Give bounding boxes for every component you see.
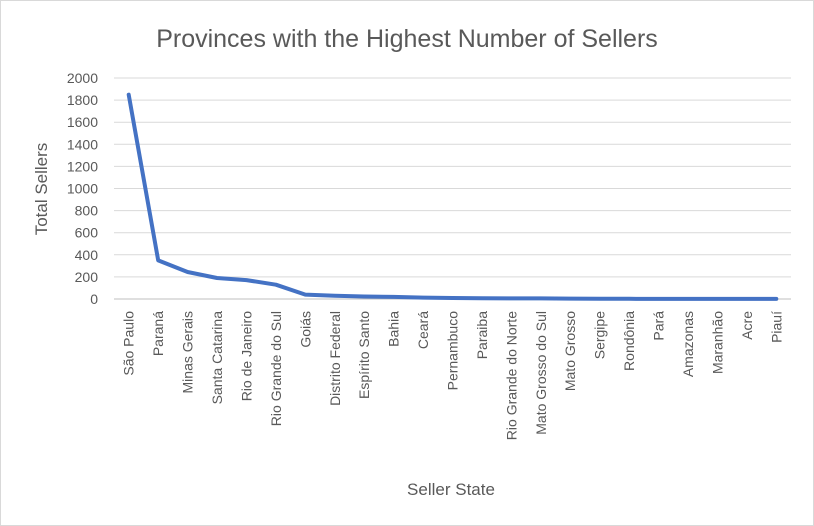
x-tick-label: Maranhão xyxy=(709,311,725,374)
series-layer xyxy=(126,92,779,301)
y-tick-label: 1800 xyxy=(67,92,98,108)
x-tick-label: Espírito Santo xyxy=(356,311,372,399)
y-tick-label: 800 xyxy=(75,203,99,219)
x-tick-label: Bahia xyxy=(386,311,402,347)
chart-title: Provinces with the Highest Number of Sel… xyxy=(156,25,658,53)
gridlines xyxy=(114,77,791,278)
y-tick-label: 1000 xyxy=(67,181,98,197)
y-tick-label: 1600 xyxy=(67,114,98,130)
x-tick-label: Ceará xyxy=(415,311,431,349)
y-tick-label: 1400 xyxy=(67,136,98,152)
x-tick-label: Minas Gerais xyxy=(180,311,196,393)
x-tick-label: Paraná xyxy=(150,311,166,356)
y-tick-label: 0 xyxy=(90,291,98,307)
y-tick-label: 2000 xyxy=(67,70,98,86)
x-tick-label: Mato Grosso do Sul xyxy=(533,311,549,435)
x-tick-label: Rio Grande do Norte xyxy=(503,311,519,440)
y-axis-ticks: 0 200 400 600 800 1000 1200 1400 1600 1800 2000 xyxy=(67,70,98,307)
x-tick-label: Sergipe xyxy=(592,311,608,359)
x-axis-ticks: São Paulo Paraná Minas Gerais Santa Catarin… xyxy=(121,311,785,440)
y-axis-title: Total Sellers xyxy=(32,143,51,236)
x-tick-label: Piauí xyxy=(768,311,784,343)
x-tick-label: Pará xyxy=(651,311,667,341)
y-tick-label: 1200 xyxy=(67,158,98,174)
x-axis-title: Seller State xyxy=(407,480,495,499)
x-tick-label: Rondônia xyxy=(621,311,637,371)
x-tick-label: Mato Grosso xyxy=(562,311,578,391)
y-tick-label: 400 xyxy=(75,247,99,263)
x-tick-label: Rio de Janeiro xyxy=(238,311,254,401)
x-tick-label: Pernambuco xyxy=(445,311,461,391)
y-tick-label: 600 xyxy=(75,225,99,241)
x-tick-label: Rio Grande do Sul xyxy=(268,311,284,426)
x-tick-label: Santa Catarina xyxy=(209,311,225,405)
x-tick-label: Paraiba xyxy=(474,311,490,359)
x-tick-label: São Paulo xyxy=(121,311,137,376)
y-tick-label: 200 xyxy=(75,269,99,285)
x-tick-label: Goiás xyxy=(297,311,313,348)
x-tick-label: Amazonas xyxy=(680,311,696,377)
x-tick-label: Distrito Federal xyxy=(327,311,343,406)
x-tick-label: Acre xyxy=(739,311,755,340)
series-line xyxy=(126,92,779,301)
